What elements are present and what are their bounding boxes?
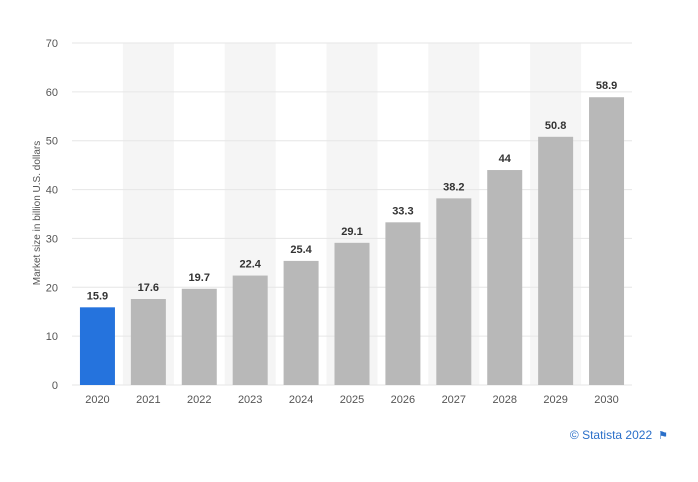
data-label: 19.7 — [189, 272, 210, 284]
data-label: 50.8 — [545, 120, 566, 132]
bar-2020[interactable] — [79, 307, 115, 385]
x-tick-label: 2025 — [340, 394, 364, 406]
y-tick-label: 0 — [52, 380, 58, 392]
x-tick-label: 2027 — [442, 394, 466, 406]
bar-2027[interactable] — [436, 198, 472, 385]
y-tick-label: 20 — [46, 282, 58, 294]
bar-2022[interactable] — [181, 288, 217, 385]
statista-credit[interactable]: © Statista 2022 ⚑ — [570, 428, 668, 442]
data-labels: 15.9 17.6 19.7 22.4 25.4 29.1 33.3 38.2 44 50.8 58… — [87, 80, 618, 302]
data-label: 29.1 — [341, 226, 362, 238]
y-tick-label: 60 — [46, 87, 58, 99]
data-label: 58.9 — [596, 80, 617, 92]
x-tick-label: 2026 — [391, 394, 415, 406]
x-tick-label: 2024 — [289, 394, 313, 406]
flag-icon[interactable]: ⚑ — [658, 429, 668, 442]
x-tick-label: 2028 — [492, 394, 516, 406]
data-label: 25.4 — [290, 244, 312, 256]
y-tick-label: 40 — [46, 185, 58, 197]
x-axis-ticks: 2020 2021 2022 2023 2024 2025 2026 2027 2028 2029… — [85, 394, 619, 406]
x-tick-label: 2030 — [594, 394, 618, 406]
x-tick-label: 2029 — [543, 394, 567, 406]
data-label: 33.3 — [392, 205, 413, 217]
bar-2025[interactable] — [334, 242, 370, 385]
bars — [79, 97, 625, 385]
y-axis-label: Market size in billion U.S. dollars — [32, 141, 43, 286]
credit-text[interactable]: © Statista 2022 — [569, 428, 653, 442]
data-label: 15.9 — [87, 290, 108, 302]
x-tick-label: 2022 — [187, 394, 211, 406]
bar-2024[interactable] — [283, 260, 319, 385]
y-axis-ticks: 0 10 20 30 40 50 60 70 — [46, 38, 58, 392]
bar-2021[interactable] — [130, 299, 166, 385]
bar-2028[interactable] — [487, 170, 523, 385]
bar-2030[interactable] — [589, 97, 625, 385]
data-label: 22.4 — [239, 259, 261, 271]
x-tick-label: 2021 — [136, 394, 160, 406]
y-tick-label: 70 — [46, 38, 58, 50]
data-label: 38.2 — [443, 181, 464, 193]
y-tick-label: 10 — [46, 331, 58, 343]
data-label: 44 — [499, 153, 512, 165]
bar-2029[interactable] — [538, 136, 574, 385]
y-tick-label: 50 — [46, 136, 58, 148]
data-label: 17.6 — [138, 282, 159, 294]
bar-2026[interactable] — [385, 222, 421, 385]
x-tick-label: 2023 — [238, 394, 262, 406]
x-tick-label: 2020 — [85, 394, 109, 406]
y-tick-label: 30 — [46, 233, 58, 245]
bar-2023[interactable] — [232, 275, 268, 385]
